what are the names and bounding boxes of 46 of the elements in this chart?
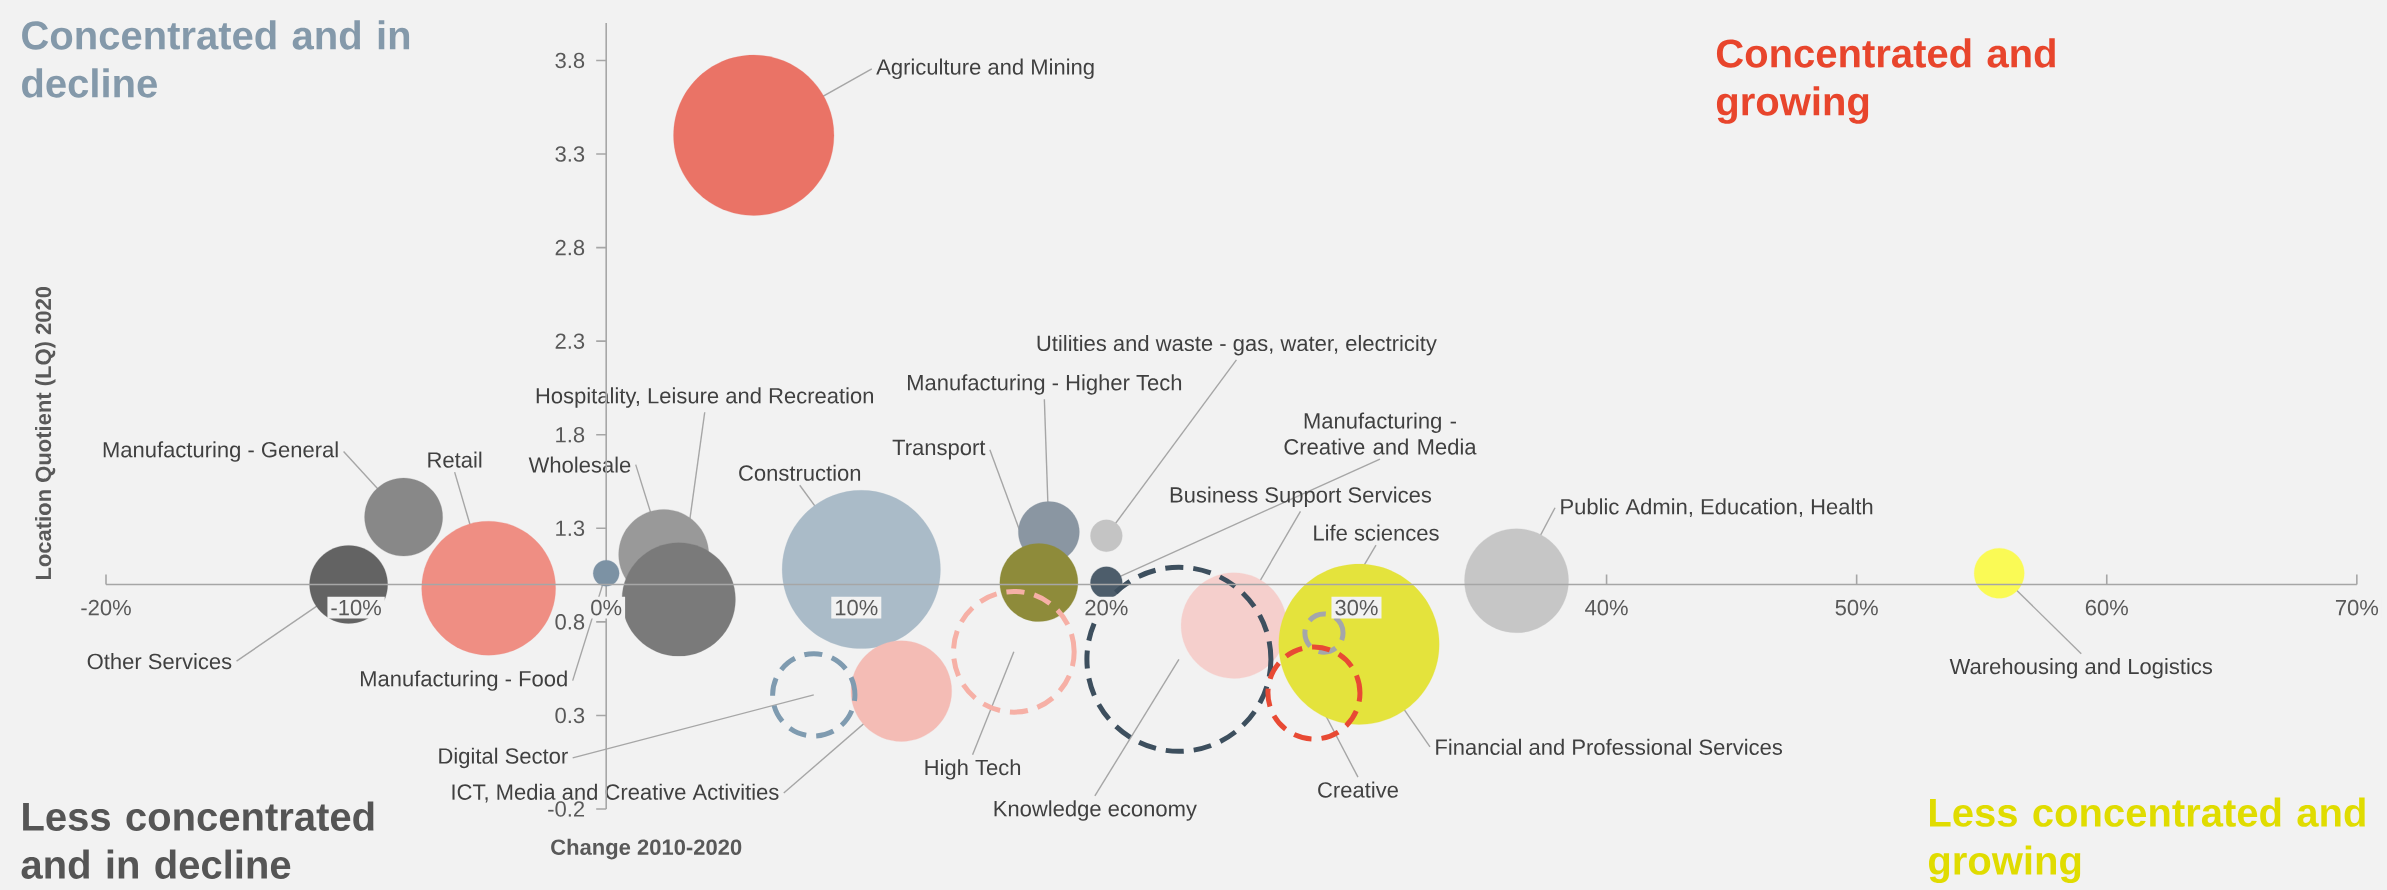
y-tick-label: -0.2 [548, 801, 585, 817]
text: Business Support Services [1170, 486, 1432, 508]
y-tick-label: 0.3 [555, 707, 585, 724]
text: Agriculture and Mining [876, 58, 1094, 80]
annotation: Less concentrated and growing [1928, 797, 2365, 883]
text: Life sciences [1314, 524, 1439, 541]
x-tick-label: 70% [2335, 599, 2379, 616]
x-tick-label: -20% [81, 599, 131, 616]
x-tick-label: 60% [2085, 599, 2128, 616]
x-tick-label: 20% [1085, 599, 1128, 616]
text: Manufacturing - Higher Tech [908, 374, 1182, 395]
text: Manufacturing - General [103, 441, 338, 462]
text: Other Services [87, 653, 232, 670]
x-tick-label: 10% [835, 599, 878, 616]
text: Retail [428, 451, 482, 468]
text: Transport [892, 439, 986, 460]
y-tick-label: 2.8 [555, 239, 585, 256]
y-tick-label: 0.8 [555, 614, 585, 630]
text: Warehousing and Logistics [1949, 658, 2213, 679]
series-label: Creative [1318, 781, 1398, 798]
x-tick-label: 40% [1585, 599, 1628, 616]
text: Digital Sector [439, 747, 568, 769]
text: Financial and Professional Services [1436, 738, 1783, 755]
series-label: Construction [739, 464, 861, 481]
text: Knowledge economy [994, 800, 1197, 821]
text: Manufacturing - Food [360, 670, 567, 691]
annotation: Less concentrated and in decline [21, 801, 374, 879]
y-tick-label: 2.3 [555, 333, 585, 349]
text: Utilities and waste - gas, water, electricity [1037, 334, 1437, 356]
text: Wholesale [528, 456, 631, 473]
series-label: Public Admin, Education, Health [1561, 498, 1873, 518]
y-tick-label: 3.3 [555, 146, 585, 162]
x-tick-label: -10% [331, 599, 381, 616]
text: Hospitality, Leisure and Recreation [536, 387, 873, 408]
y-axis-title: Location Quotient (LQ) 2020 [35, 286, 56, 580]
x-axis-title: Change 2010-2020 [551, 838, 742, 860]
text: Manufacturing - Creative and Media [1284, 412, 1477, 455]
x-tick-label: 30% [1335, 599, 1378, 616]
x-tick-label: 0% [591, 599, 622, 616]
y-tick-label: 3.8 [555, 52, 585, 69]
text: High Tech [925, 759, 1021, 780]
y-tick-label: 1.8 [556, 426, 585, 443]
x-tick-label: 50% [1835, 599, 1878, 616]
annotation: Concentrated and in decline [22, 20, 410, 98]
annotation: Concentrated and growing [1716, 38, 2055, 124]
y-tick-label: 1.3 [556, 520, 585, 537]
